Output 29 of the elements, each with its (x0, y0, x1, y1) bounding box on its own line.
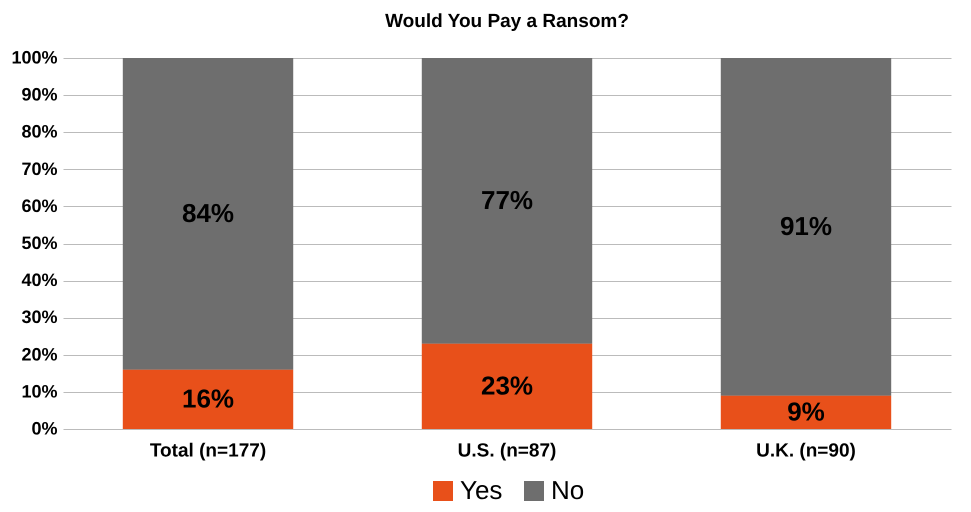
bar (122, 370, 294, 429)
bar (720, 396, 892, 429)
legend-label: No (551, 475, 584, 505)
text: 23% (480, 370, 534, 400)
text: 84% (182, 198, 234, 228)
y-tick-label: 50% (21, 233, 58, 253)
y-tick-label: 40% (21, 270, 58, 290)
legend-label: Yes (460, 475, 502, 505)
x-tick-label: U.S. (n=87) (458, 440, 556, 462)
bar (422, 344, 592, 429)
y-tick-label: 10% (21, 381, 58, 402)
y-tick-label: 90% (21, 84, 58, 105)
chart-title: Would You Pay a Ransom? (385, 11, 629, 32)
y-tick-label: 100% (11, 48, 58, 68)
text: 9% (787, 396, 825, 426)
x-tick-label: Total (n=177) (150, 440, 266, 462)
text: 16% (182, 383, 234, 414)
text: 77% (480, 184, 534, 215)
x-tick-label: U.K. (n=90) (756, 440, 856, 462)
bar (122, 58, 294, 370)
y-tick-label: 30% (21, 307, 58, 328)
y-tick-label: 0% (31, 418, 58, 438)
y-tick-label: 20% (21, 344, 58, 364)
y-tick-label: 80% (21, 122, 58, 142)
bar (720, 58, 892, 396)
text: 91% (780, 210, 832, 241)
y-tick-label: 60% (21, 196, 58, 216)
bar (422, 58, 592, 344)
y-tick-label: 70% (21, 158, 58, 179)
